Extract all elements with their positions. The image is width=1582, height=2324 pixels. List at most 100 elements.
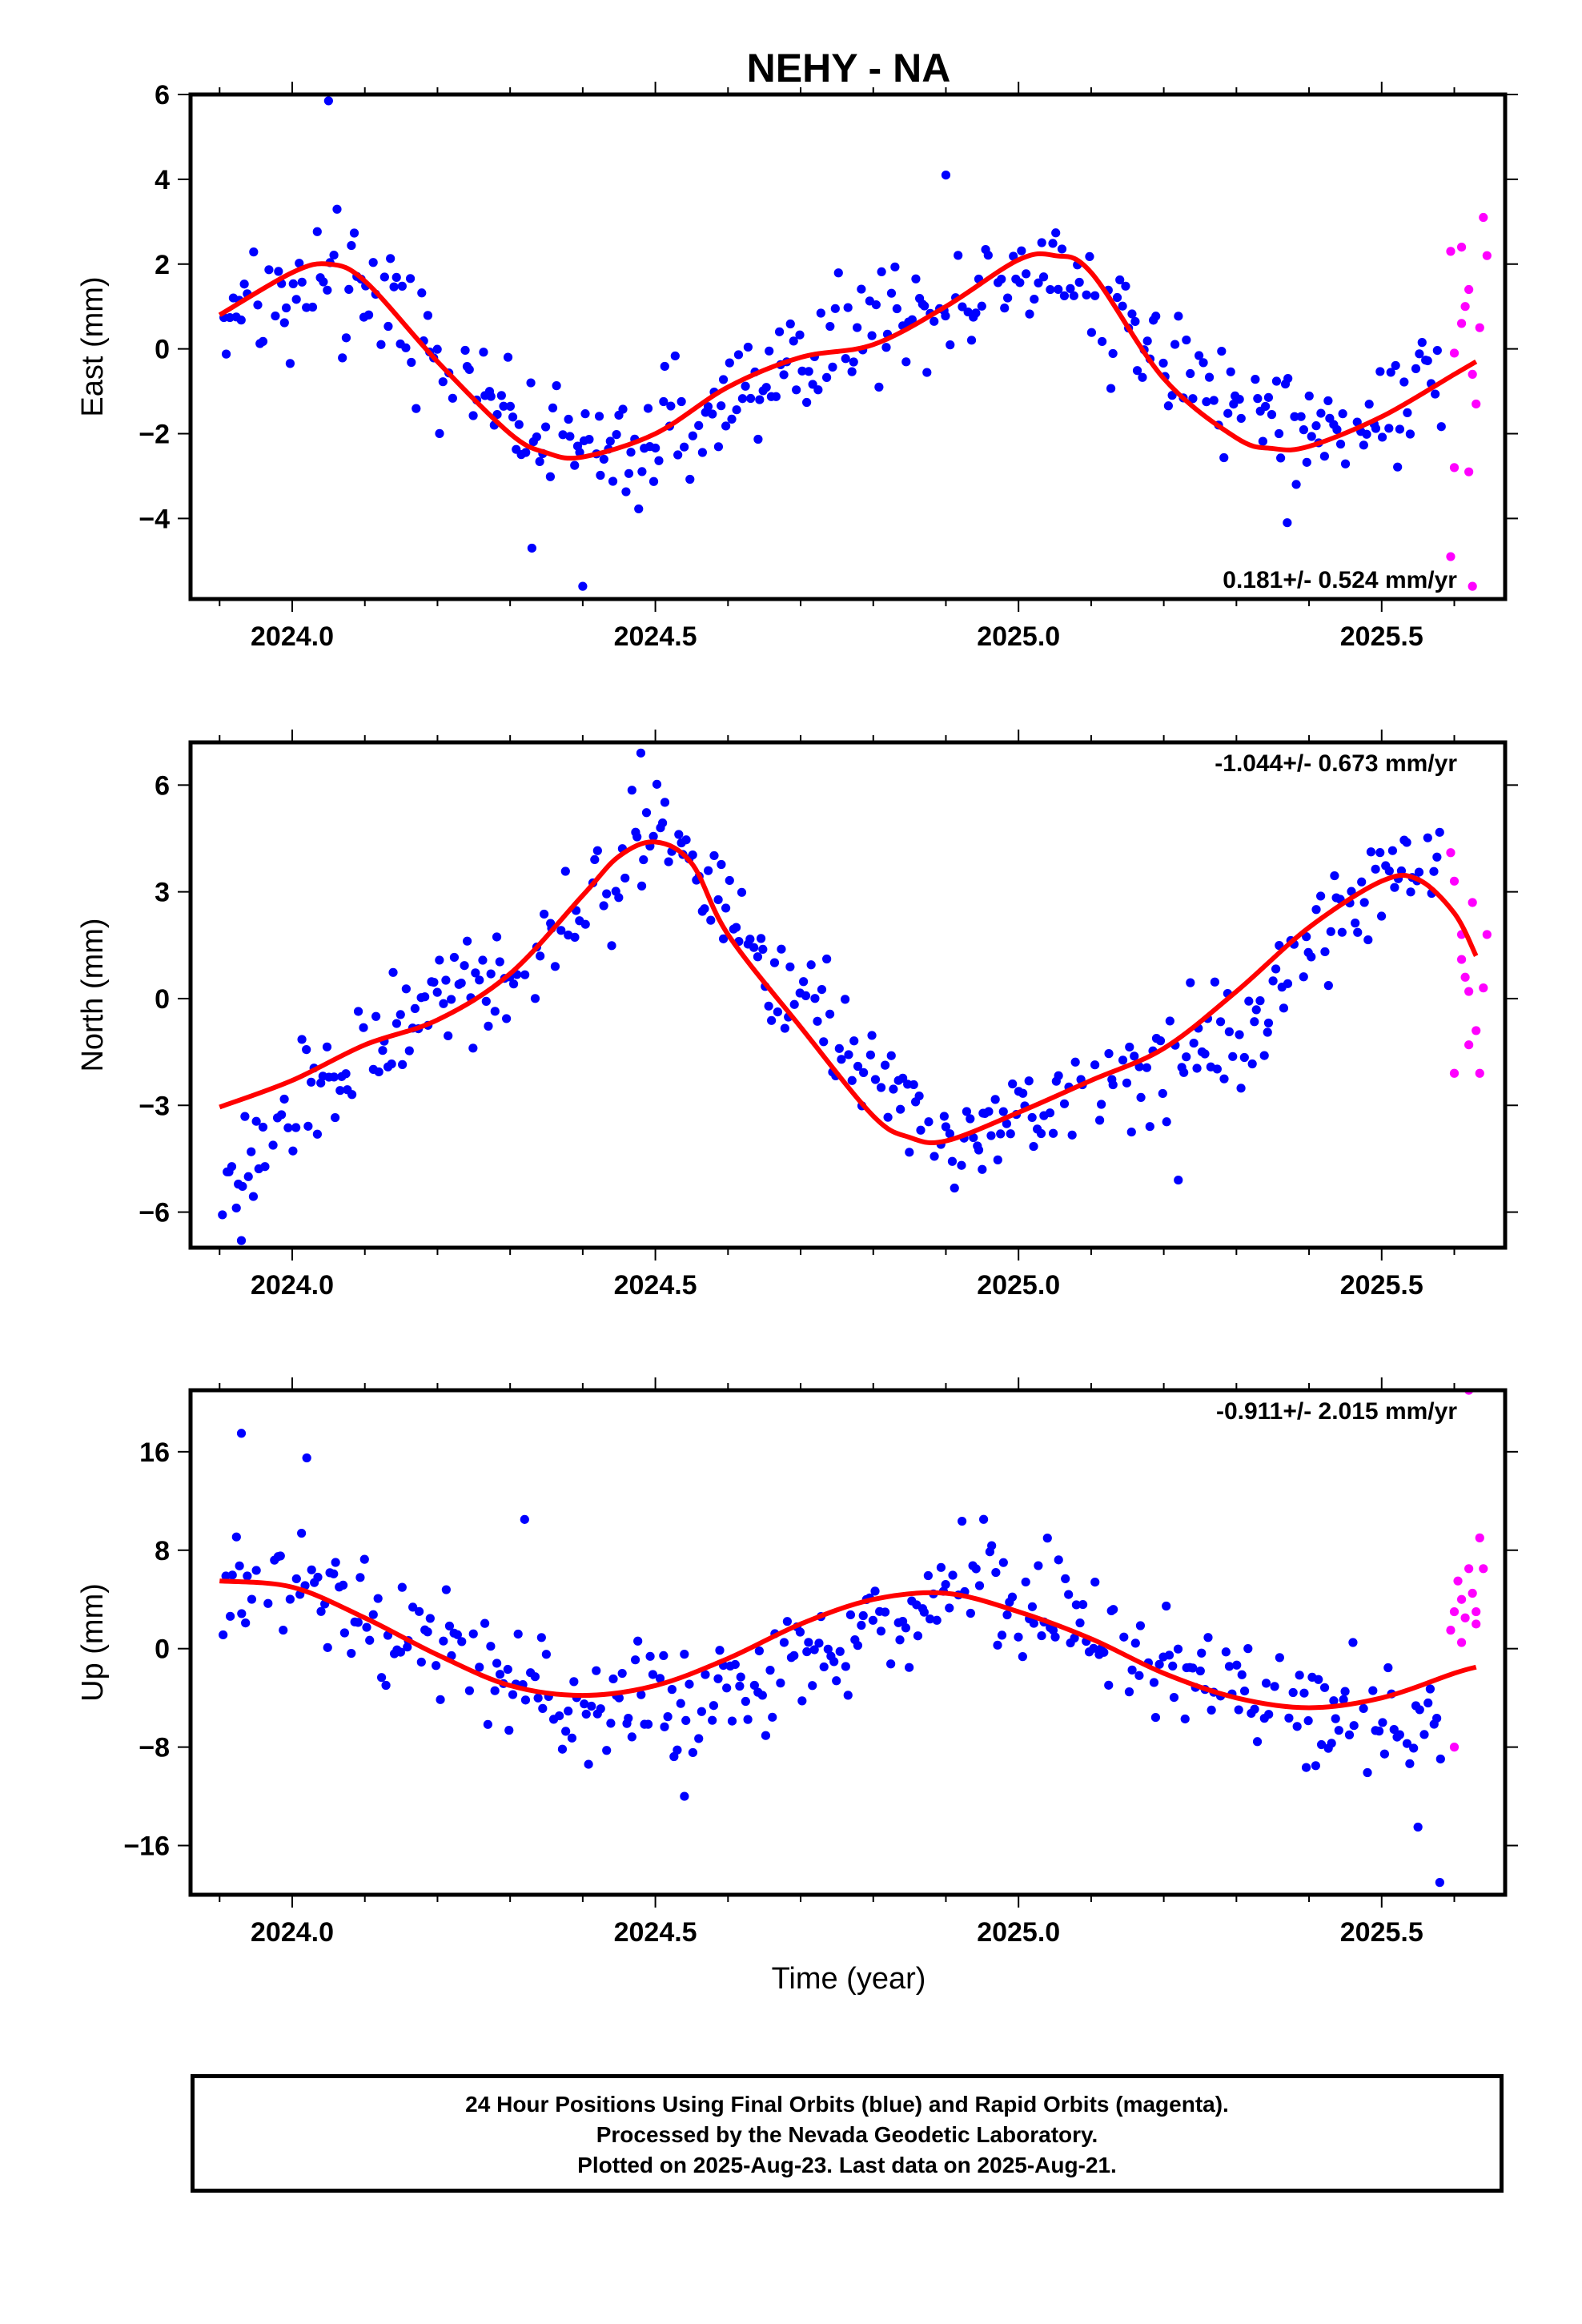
final-orbit-point bbox=[303, 1121, 313, 1131]
final-orbit-point bbox=[1050, 1632, 1060, 1642]
final-orbit-point bbox=[1182, 335, 1191, 345]
final-orbit-point bbox=[607, 941, 616, 951]
final-orbit-point bbox=[1326, 927, 1335, 936]
final-orbit-point bbox=[552, 381, 561, 391]
final-orbit-point bbox=[857, 284, 866, 294]
final-orbit-point bbox=[907, 315, 917, 324]
final-orbit-point bbox=[219, 1630, 228, 1640]
rapid-orbit-point bbox=[1446, 552, 1456, 561]
final-orbit-point bbox=[1070, 1057, 1080, 1067]
final-orbit-point bbox=[1069, 291, 1078, 300]
final-orbit-point bbox=[1247, 1059, 1257, 1069]
model-fit-curve bbox=[219, 1578, 1477, 1711]
final-orbit-point bbox=[405, 274, 416, 283]
final-orbit-point bbox=[782, 1617, 792, 1626]
final-orbit-point bbox=[401, 343, 411, 352]
final-orbit-point bbox=[344, 284, 354, 294]
final-orbit-point bbox=[849, 357, 858, 367]
final-orbit-point bbox=[1059, 1099, 1070, 1108]
final-orbit-point bbox=[1018, 1652, 1027, 1662]
final-orbit-point bbox=[958, 302, 967, 312]
final-orbit-point bbox=[1276, 453, 1286, 463]
final-orbit-point bbox=[1188, 1663, 1198, 1673]
final-orbit-point bbox=[1323, 396, 1333, 406]
final-orbit-point bbox=[1189, 1038, 1199, 1048]
footer-line-1: 24 Hour Positions Using Final Orbits (bl… bbox=[465, 2092, 1229, 2117]
rapid-orbit-point bbox=[1456, 1638, 1467, 1647]
rapid-orbit-point bbox=[1479, 1564, 1488, 1574]
final-orbit-point bbox=[694, 1734, 704, 1743]
final-orbit-point bbox=[1376, 911, 1387, 921]
final-orbit-point bbox=[844, 1050, 853, 1059]
final-orbit-point bbox=[974, 1581, 985, 1590]
final-orbit-point bbox=[717, 401, 726, 411]
final-orbit-point bbox=[221, 349, 231, 359]
final-orbit-point bbox=[536, 1633, 546, 1642]
final-orbit-point bbox=[713, 442, 724, 452]
final-orbit-point bbox=[814, 1638, 824, 1648]
x-tick-label: 2024.0 bbox=[251, 1917, 334, 1948]
final-orbit-point bbox=[874, 382, 884, 392]
rapid-orbit-point bbox=[1464, 987, 1474, 996]
y-axis-label: East (mm) bbox=[76, 276, 110, 416]
final-orbit-point bbox=[1119, 1632, 1129, 1642]
final-orbit-point bbox=[1168, 1661, 1178, 1671]
final-orbit-point bbox=[1226, 367, 1235, 376]
final-orbit-point bbox=[659, 1651, 669, 1661]
final-orbit-point bbox=[1179, 1068, 1189, 1077]
final-orbit-point bbox=[225, 1611, 235, 1621]
final-orbit-point bbox=[1164, 1651, 1174, 1660]
final-orbit-point bbox=[283, 1123, 293, 1132]
final-orbit-point bbox=[1288, 1687, 1298, 1698]
final-orbit-point bbox=[1432, 1713, 1442, 1723]
final-orbit-point bbox=[374, 1067, 383, 1077]
final-orbit-point bbox=[895, 1635, 905, 1645]
final-orbit-point bbox=[248, 1192, 259, 1201]
final-orbit-point bbox=[1387, 846, 1397, 855]
final-orbit-point bbox=[1270, 1682, 1279, 1691]
x-tick-label: 2024.5 bbox=[614, 1270, 697, 1301]
final-orbit-point bbox=[312, 227, 322, 236]
final-orbit-point bbox=[954, 251, 963, 260]
rapid-orbit-point bbox=[1472, 1619, 1481, 1629]
final-orbit-point bbox=[432, 1661, 441, 1671]
final-orbit-point bbox=[801, 991, 811, 1001]
final-orbit-point bbox=[1202, 397, 1211, 407]
final-orbit-point bbox=[1030, 294, 1039, 304]
final-orbit-point bbox=[673, 450, 683, 460]
final-orbit-point bbox=[545, 472, 556, 481]
final-orbit-point bbox=[853, 1061, 863, 1072]
final-orbit-point bbox=[825, 321, 835, 332]
final-orbit-point bbox=[1311, 905, 1321, 915]
final-orbit-point bbox=[709, 850, 719, 861]
final-orbit-point bbox=[355, 1573, 365, 1582]
final-orbit-point bbox=[1359, 440, 1368, 450]
final-orbit-point bbox=[1253, 394, 1263, 404]
final-orbit-point bbox=[996, 1129, 1006, 1139]
final-orbit-point bbox=[1195, 351, 1204, 360]
rapid-orbit-point bbox=[1449, 463, 1460, 472]
final-orbit-point bbox=[889, 1084, 898, 1094]
final-orbit-point bbox=[592, 1666, 601, 1675]
final-orbit-point bbox=[520, 970, 530, 979]
final-orbit-point bbox=[1151, 312, 1161, 321]
x-tick-label: 2024.5 bbox=[614, 621, 697, 652]
final-orbit-point bbox=[636, 1690, 646, 1699]
final-orbit-point bbox=[339, 1580, 348, 1590]
x-tick-label: 2024.0 bbox=[251, 621, 334, 652]
final-orbit-point bbox=[570, 932, 580, 942]
final-orbit-point bbox=[834, 1043, 844, 1053]
final-orbit-point bbox=[913, 1631, 923, 1641]
final-orbit-point bbox=[1130, 316, 1140, 327]
final-orbit-point bbox=[1059, 291, 1070, 301]
final-orbit-point bbox=[870, 1586, 880, 1596]
final-orbit-point bbox=[1417, 338, 1427, 348]
final-orbit-point bbox=[624, 468, 634, 478]
final-orbit-point bbox=[1228, 1051, 1238, 1061]
final-orbit-point bbox=[316, 1078, 326, 1088]
final-orbit-point bbox=[648, 476, 659, 486]
final-orbit-point bbox=[368, 258, 378, 267]
final-orbit-point bbox=[761, 383, 771, 392]
final-orbit-point bbox=[835, 1647, 845, 1656]
final-orbit-point bbox=[779, 1638, 789, 1647]
